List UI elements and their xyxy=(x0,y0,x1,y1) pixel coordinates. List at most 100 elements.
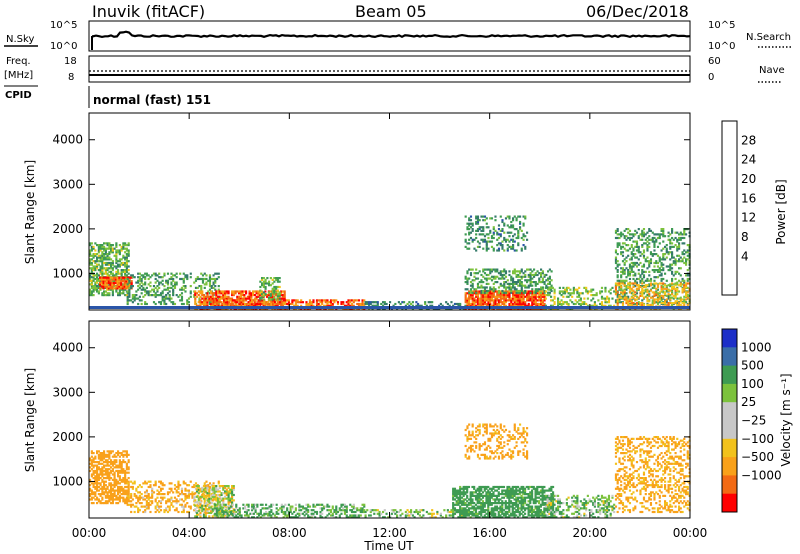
heatmap-cell xyxy=(519,304,522,307)
heatmap-cell xyxy=(618,300,621,303)
heatmap-cell xyxy=(261,299,264,302)
heatmap-cell xyxy=(517,291,520,294)
heatmap-cell xyxy=(103,254,106,257)
heatmap-cell xyxy=(216,277,219,281)
heatmap-cell xyxy=(639,251,642,254)
heatmap-cell xyxy=(175,294,178,297)
heatmap-cell xyxy=(541,290,544,293)
heatmap-cell xyxy=(248,295,251,298)
heatmap-cell xyxy=(211,490,214,493)
heatmap-cell xyxy=(350,299,354,302)
heatmap-cell xyxy=(501,297,504,300)
heatmap-cell xyxy=(154,498,157,501)
heatmap-cell xyxy=(646,267,649,270)
heatmap-cell xyxy=(166,272,170,275)
heatmap-cell xyxy=(227,504,230,507)
heatmap-cell xyxy=(497,295,501,298)
heatmap-cell xyxy=(538,281,541,284)
heatmap-cell xyxy=(231,490,234,493)
heatmap-cell xyxy=(208,299,211,302)
heatmap-cell xyxy=(519,302,522,306)
heatmap-cell xyxy=(128,500,131,503)
heatmap-cell xyxy=(208,508,211,511)
heatmap-cell xyxy=(506,244,509,247)
heatmap-cell xyxy=(106,459,109,462)
heatmap-cell xyxy=(494,275,497,278)
heatmap-cell xyxy=(662,282,665,285)
heatmap-cell xyxy=(108,484,111,487)
heatmap-cell xyxy=(480,233,483,236)
heatmap-cell xyxy=(515,304,518,307)
heatmap-cell xyxy=(159,496,163,499)
heatmap-cell xyxy=(122,471,125,474)
heatmap-cell xyxy=(482,297,485,300)
heatmap-cell xyxy=(118,471,121,474)
heatmap-cell xyxy=(140,496,143,499)
heatmap-cell xyxy=(480,238,483,241)
heatmap-cell xyxy=(613,290,616,293)
heatmap-cell xyxy=(469,236,473,240)
heatmap-cell xyxy=(653,244,656,247)
heatmap-cell xyxy=(200,286,203,289)
heatmap-cell xyxy=(515,270,518,273)
heatmap-cell xyxy=(671,229,674,232)
heatmap-cell xyxy=(625,302,628,305)
heatmap-cell xyxy=(166,297,170,300)
heatmap-cell xyxy=(648,242,651,245)
heatmap-cell xyxy=(317,308,320,311)
heatmap-cell xyxy=(204,490,207,493)
heatmap-cell xyxy=(357,299,361,302)
heatmap-cell xyxy=(120,270,123,273)
heatmap-cell xyxy=(674,244,677,247)
heatmap-cell xyxy=(222,485,225,488)
heatmap-cell xyxy=(420,308,423,311)
heatmap-cell xyxy=(686,279,689,282)
heatmap-cell xyxy=(111,450,114,453)
heatmap-cell xyxy=(513,302,516,306)
heatmap-cell xyxy=(238,299,241,302)
heatmap-cell xyxy=(496,233,499,236)
heatmap-cell xyxy=(621,279,625,282)
heatmap-cell xyxy=(104,453,107,456)
heatmap-cell xyxy=(660,289,663,292)
heatmap-cell xyxy=(644,242,647,245)
nsky-tick-top: 10^5 xyxy=(50,20,77,31)
heatmap-cell xyxy=(533,273,536,277)
heatmap-cell xyxy=(228,304,231,307)
heatmap-cell xyxy=(127,487,130,490)
heatmap-cell xyxy=(508,240,511,243)
heatmap-cell xyxy=(111,285,114,288)
heatmap-cell xyxy=(200,285,203,288)
heatmap-cell xyxy=(287,302,290,306)
heatmap-cell xyxy=(553,302,556,306)
heatmap-cell xyxy=(492,249,495,252)
heatmap-cell xyxy=(469,219,473,222)
heatmap-cell xyxy=(501,277,504,280)
heatmap-cell xyxy=(152,285,156,288)
heatmap-cell xyxy=(273,285,276,289)
heatmap-cell xyxy=(529,290,532,293)
heatmap-cell xyxy=(621,254,625,257)
heatmap-cell xyxy=(555,308,558,311)
heatmap-cell xyxy=(625,267,628,270)
heatmap-cell xyxy=(113,484,116,487)
heatmap-cell xyxy=(565,290,568,293)
heatmap-cell xyxy=(223,503,226,506)
heatmap-cell xyxy=(628,233,632,236)
heatmap-cell xyxy=(534,282,537,285)
heatmap-cell xyxy=(126,482,129,485)
heatmap-cell xyxy=(156,285,159,288)
heatmap-cell xyxy=(182,281,185,284)
heatmap-cell xyxy=(499,270,502,273)
heatmap-cell xyxy=(548,308,551,311)
heatmap-cell xyxy=(166,286,170,289)
heatmap-cell xyxy=(641,270,644,273)
heatmap-cell xyxy=(641,253,644,256)
heatmap-cell xyxy=(92,247,95,250)
power-ylabel: Slant Range [km] xyxy=(23,160,37,264)
heatmap-cell xyxy=(110,491,113,494)
heatmap-cell xyxy=(621,270,625,273)
heatmap-cell xyxy=(225,290,228,293)
heatmap-cell xyxy=(513,288,516,291)
